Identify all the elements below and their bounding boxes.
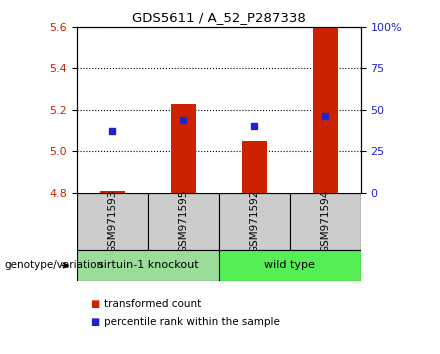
Text: ■: ■ — [90, 317, 99, 327]
Bar — [171, 103, 196, 193]
Text: genotype/variation: genotype/variation — [4, 261, 103, 270]
Title: GDS5611 / A_52_P287338: GDS5611 / A_52_P287338 — [132, 11, 306, 24]
Bar — [77, 193, 148, 250]
Text: transformed count: transformed count — [104, 299, 202, 309]
Text: percentile rank within the sample: percentile rank within the sample — [104, 317, 280, 327]
Text: ■: ■ — [90, 299, 99, 309]
Bar — [148, 193, 219, 250]
Bar — [77, 250, 219, 281]
Text: GSM971595: GSM971595 — [179, 189, 188, 253]
Bar — [219, 193, 290, 250]
Bar — [313, 27, 338, 193]
Text: sirtuin-1 knockout: sirtuin-1 knockout — [98, 261, 198, 270]
Text: wild type: wild type — [264, 261, 315, 270]
Bar — [242, 141, 267, 193]
Text: GSM971593: GSM971593 — [107, 189, 117, 253]
Bar — [290, 193, 361, 250]
Text: GSM971592: GSM971592 — [249, 189, 259, 253]
Bar — [100, 191, 125, 193]
Bar — [219, 250, 361, 281]
Text: GSM971594: GSM971594 — [320, 189, 330, 253]
